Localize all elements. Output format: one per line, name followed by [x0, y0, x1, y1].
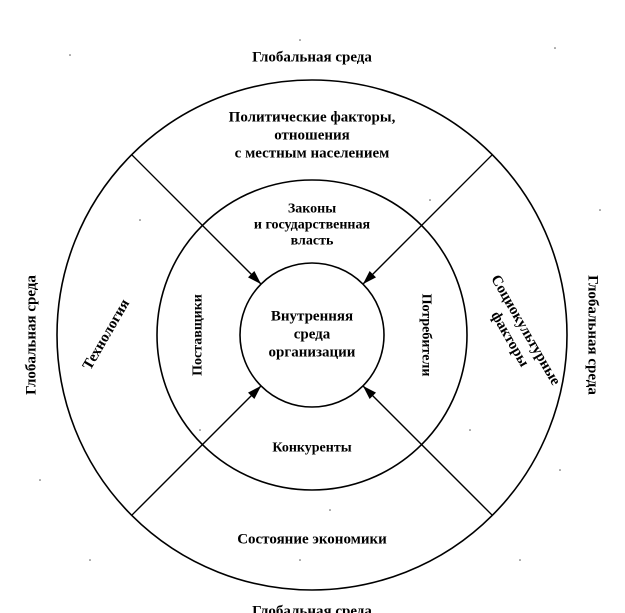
noise-dot	[69, 54, 71, 56]
noise-dot	[554, 47, 556, 49]
noise-dot	[469, 429, 471, 431]
svg-text:Политические факторы,: Политические факторы,	[229, 109, 396, 125]
global-right-label: Глобальная среда	[585, 275, 601, 395]
global-left-label: Глобальная среда	[23, 275, 39, 395]
noise-dot	[599, 209, 601, 211]
noise-dot	[39, 479, 41, 481]
svg-text:среда: среда	[294, 326, 331, 342]
svg-text:Глобальная среда: Глобальная среда	[585, 275, 601, 395]
noise-dot	[299, 39, 301, 41]
svg-text:Внутренняя: Внутренняя	[271, 308, 353, 324]
noise-dot	[139, 219, 141, 221]
svg-text:Потребители: Потребители	[418, 294, 433, 377]
middle-bottom-label: Конкуренты	[272, 441, 351, 456]
svg-text:и государственная: и государственная	[254, 218, 371, 233]
svg-text:с местным населением: с местным населением	[235, 145, 390, 161]
global-bottom-label: Глобальная среда	[252, 603, 372, 613]
noise-dot	[199, 429, 201, 431]
svg-text:Глобальная среда: Глобальная среда	[23, 275, 39, 395]
svg-text:Глобальная среда: Глобальная среда	[252, 49, 372, 65]
noise-dot	[299, 559, 301, 561]
global-top-label: Глобальная среда	[252, 49, 372, 65]
svg-text:Конкуренты: Конкуренты	[272, 441, 351, 456]
middle-right-label: Потребители	[418, 294, 433, 377]
svg-text:Состояние экономики: Состояние экономики	[237, 531, 387, 547]
environment-diagram: Внутренняя среда организации Законыи госуда…	[0, 0, 625, 613]
svg-text:Глобальная среда: Глобальная среда	[252, 603, 372, 613]
svg-text:Законы: Законы	[288, 202, 336, 217]
noise-dot	[89, 559, 91, 561]
svg-text:организации: организации	[269, 344, 356, 360]
svg-text:Поставщики: Поставщики	[191, 294, 206, 376]
middle-left-label: Поставщики	[191, 294, 206, 376]
noise-dot	[559, 469, 561, 471]
outer-bottom-label: Состояние экономики	[237, 531, 387, 547]
noise-dot	[329, 509, 331, 511]
svg-text:отношения: отношения	[274, 127, 350, 143]
noise-dot	[519, 559, 521, 561]
noise-dot	[429, 199, 431, 201]
svg-text:власть: власть	[291, 234, 334, 249]
